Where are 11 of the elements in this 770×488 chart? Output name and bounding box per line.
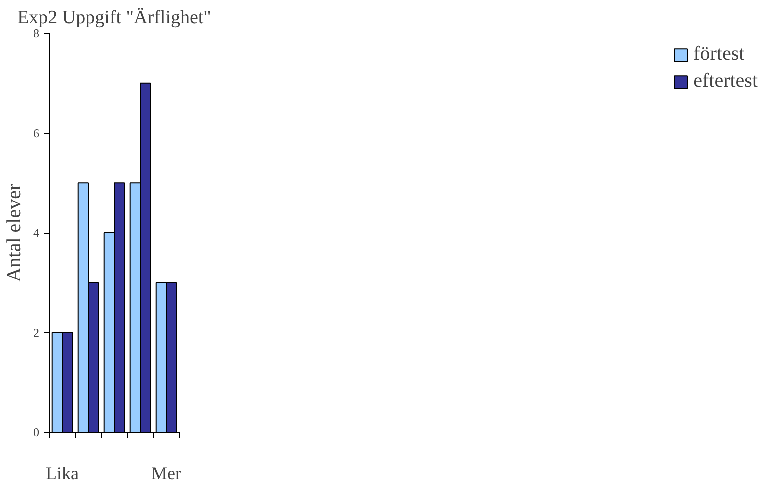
y-tick-label: 4 bbox=[34, 226, 40, 240]
y-tick-label: 0 bbox=[34, 426, 40, 440]
chart-title: Exp2 Uppgift "Ärflighet" bbox=[18, 8, 212, 28]
x-tick-label: Mer bbox=[152, 464, 182, 484]
y-tick-label: 8 bbox=[34, 26, 40, 40]
y-axis-title: Antal elever bbox=[4, 184, 26, 282]
legend-label: eftertest bbox=[694, 70, 758, 93]
y-tick-label: 6 bbox=[34, 126, 40, 140]
x-tick-label: Lika bbox=[46, 464, 80, 484]
legend-label: förtest bbox=[694, 43, 745, 66]
y-tick-label: 2 bbox=[34, 326, 40, 340]
